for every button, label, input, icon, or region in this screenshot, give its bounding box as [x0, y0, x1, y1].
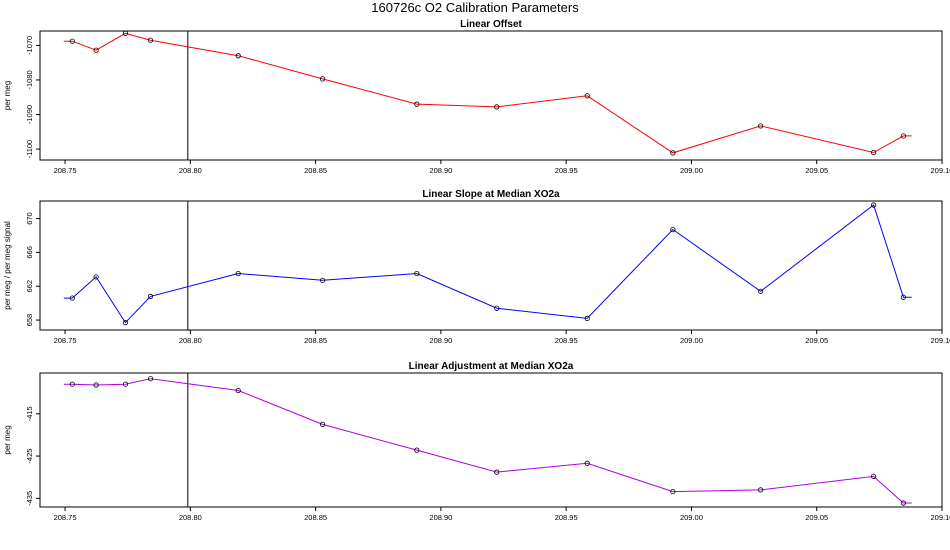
- data-point: [670, 226, 676, 233]
- data-point: [235, 53, 241, 59]
- x-tick-label: 208.90: [429, 513, 452, 522]
- x-tick-label: 209.05: [805, 336, 828, 345]
- x-tick-label: 208.75: [54, 336, 77, 345]
- x-tick-label: 208.90: [429, 166, 452, 175]
- y-axis-label: per meg / per meg signal: [3, 221, 12, 310]
- panel-2: Linear Slope at Median XO2a 208.75 208.80 2…: [3, 189, 950, 345]
- data-point: [494, 469, 500, 475]
- data-point: [235, 387, 241, 394]
- x-tick-label: 209.10: [931, 513, 950, 522]
- y-tick-label: -1100: [25, 140, 34, 159]
- x-tick-label: 209.05: [805, 513, 828, 522]
- figure-title: 160726c O2 Calibration Parameters: [371, 0, 579, 15]
- x-tick-label: 208.95: [555, 166, 578, 175]
- data-point: [147, 293, 154, 299]
- data-point: [320, 421, 326, 427]
- x-tick-label: 208.95: [555, 336, 578, 345]
- x-tick-label: 208.80: [179, 166, 202, 175]
- y-tick-label: -425: [25, 449, 34, 464]
- data-point: [235, 270, 241, 277]
- x-tick-label: 208.90: [429, 336, 452, 345]
- data-point: [93, 47, 99, 53]
- data-point: [757, 288, 764, 294]
- data-point: [900, 500, 907, 506]
- data-point: [147, 376, 154, 382]
- panel-title: Linear Offset: [460, 19, 522, 30]
- data-point: [122, 320, 129, 326]
- y-tick-label: -415: [25, 406, 34, 421]
- y-tick-label: 666: [25, 246, 34, 259]
- y-tick-label: 662: [25, 280, 34, 293]
- y-tick-label: -1090: [25, 105, 34, 124]
- x-tick-label: 209.10: [931, 166, 950, 175]
- data-point: [757, 123, 764, 129]
- x-tick-label: 209.00: [680, 336, 703, 345]
- y-tick-label: 658: [25, 314, 34, 327]
- data-point: [584, 460, 590, 466]
- x-tick-label: 208.80: [179, 336, 202, 345]
- series-line: [63, 378, 912, 504]
- plot-frame: [39, 372, 943, 508]
- data-point: [69, 295, 75, 301]
- x-tick-label: 208.75: [54, 166, 77, 175]
- data-point: [584, 93, 590, 99]
- data-point: [900, 133, 907, 139]
- data-point: [757, 487, 764, 493]
- data-point: [670, 488, 676, 495]
- x-tick-label: 208.85: [304, 513, 327, 522]
- data-point: [494, 305, 500, 311]
- panel-1: Linear Offset 208.75 208.80 208.85 208.90 208…: [3, 19, 950, 175]
- y-tick-label: -1080: [25, 70, 34, 89]
- data-point: [69, 38, 75, 44]
- x-tick-label: 208.95: [555, 513, 578, 522]
- chart-panels: Linear Offset 208.75 208.80 208.85 208.90 208…: [3, 19, 950, 522]
- data-point: [320, 277, 326, 283]
- data-point: [870, 473, 877, 479]
- data-point: [494, 104, 500, 110]
- data-point: [900, 294, 907, 300]
- plot-frame: [39, 30, 943, 161]
- x-tick-label: 209.00: [680, 166, 703, 175]
- y-tick-label: -435: [25, 491, 34, 506]
- data-point: [69, 381, 75, 387]
- data-point: [414, 270, 420, 277]
- y-tick-label: 670: [25, 212, 34, 225]
- panel-title: Linear Adjustment at Median XO2a: [409, 361, 574, 372]
- x-tick-label: 208.80: [179, 513, 202, 522]
- data-point: [414, 101, 420, 107]
- x-tick-label: 208.75: [54, 513, 77, 522]
- y-axis-label: per meg: [3, 81, 12, 110]
- x-tick-label: 208.85: [304, 166, 327, 175]
- x-tick-label: 208.85: [304, 336, 327, 345]
- x-tick-label: 209.05: [805, 166, 828, 175]
- data-point: [584, 315, 590, 321]
- data-point: [122, 381, 129, 387]
- x-tick-label: 209.00: [680, 513, 703, 522]
- data-point: [320, 76, 326, 82]
- data-point: [670, 150, 676, 156]
- data-point: [414, 447, 420, 453]
- panel-title: Linear Slope at Median XO2a: [422, 189, 560, 200]
- data-point: [93, 382, 99, 388]
- plot-frame: [39, 200, 943, 331]
- data-point: [93, 274, 99, 280]
- panel-3: Linear Adjustment at Median XO2a 208.75 20…: [3, 361, 950, 522]
- y-tick-label: -1070: [25, 36, 34, 55]
- series-line: [63, 204, 912, 324]
- x-tick-label: 209.10: [931, 336, 950, 345]
- series-line: [63, 32, 912, 154]
- y-axis-label: per meg: [3, 425, 12, 454]
- data-point: [147, 37, 154, 43]
- data-point: [870, 149, 877, 156]
- data-point: [122, 30, 129, 36]
- data-point: [870, 202, 877, 208]
